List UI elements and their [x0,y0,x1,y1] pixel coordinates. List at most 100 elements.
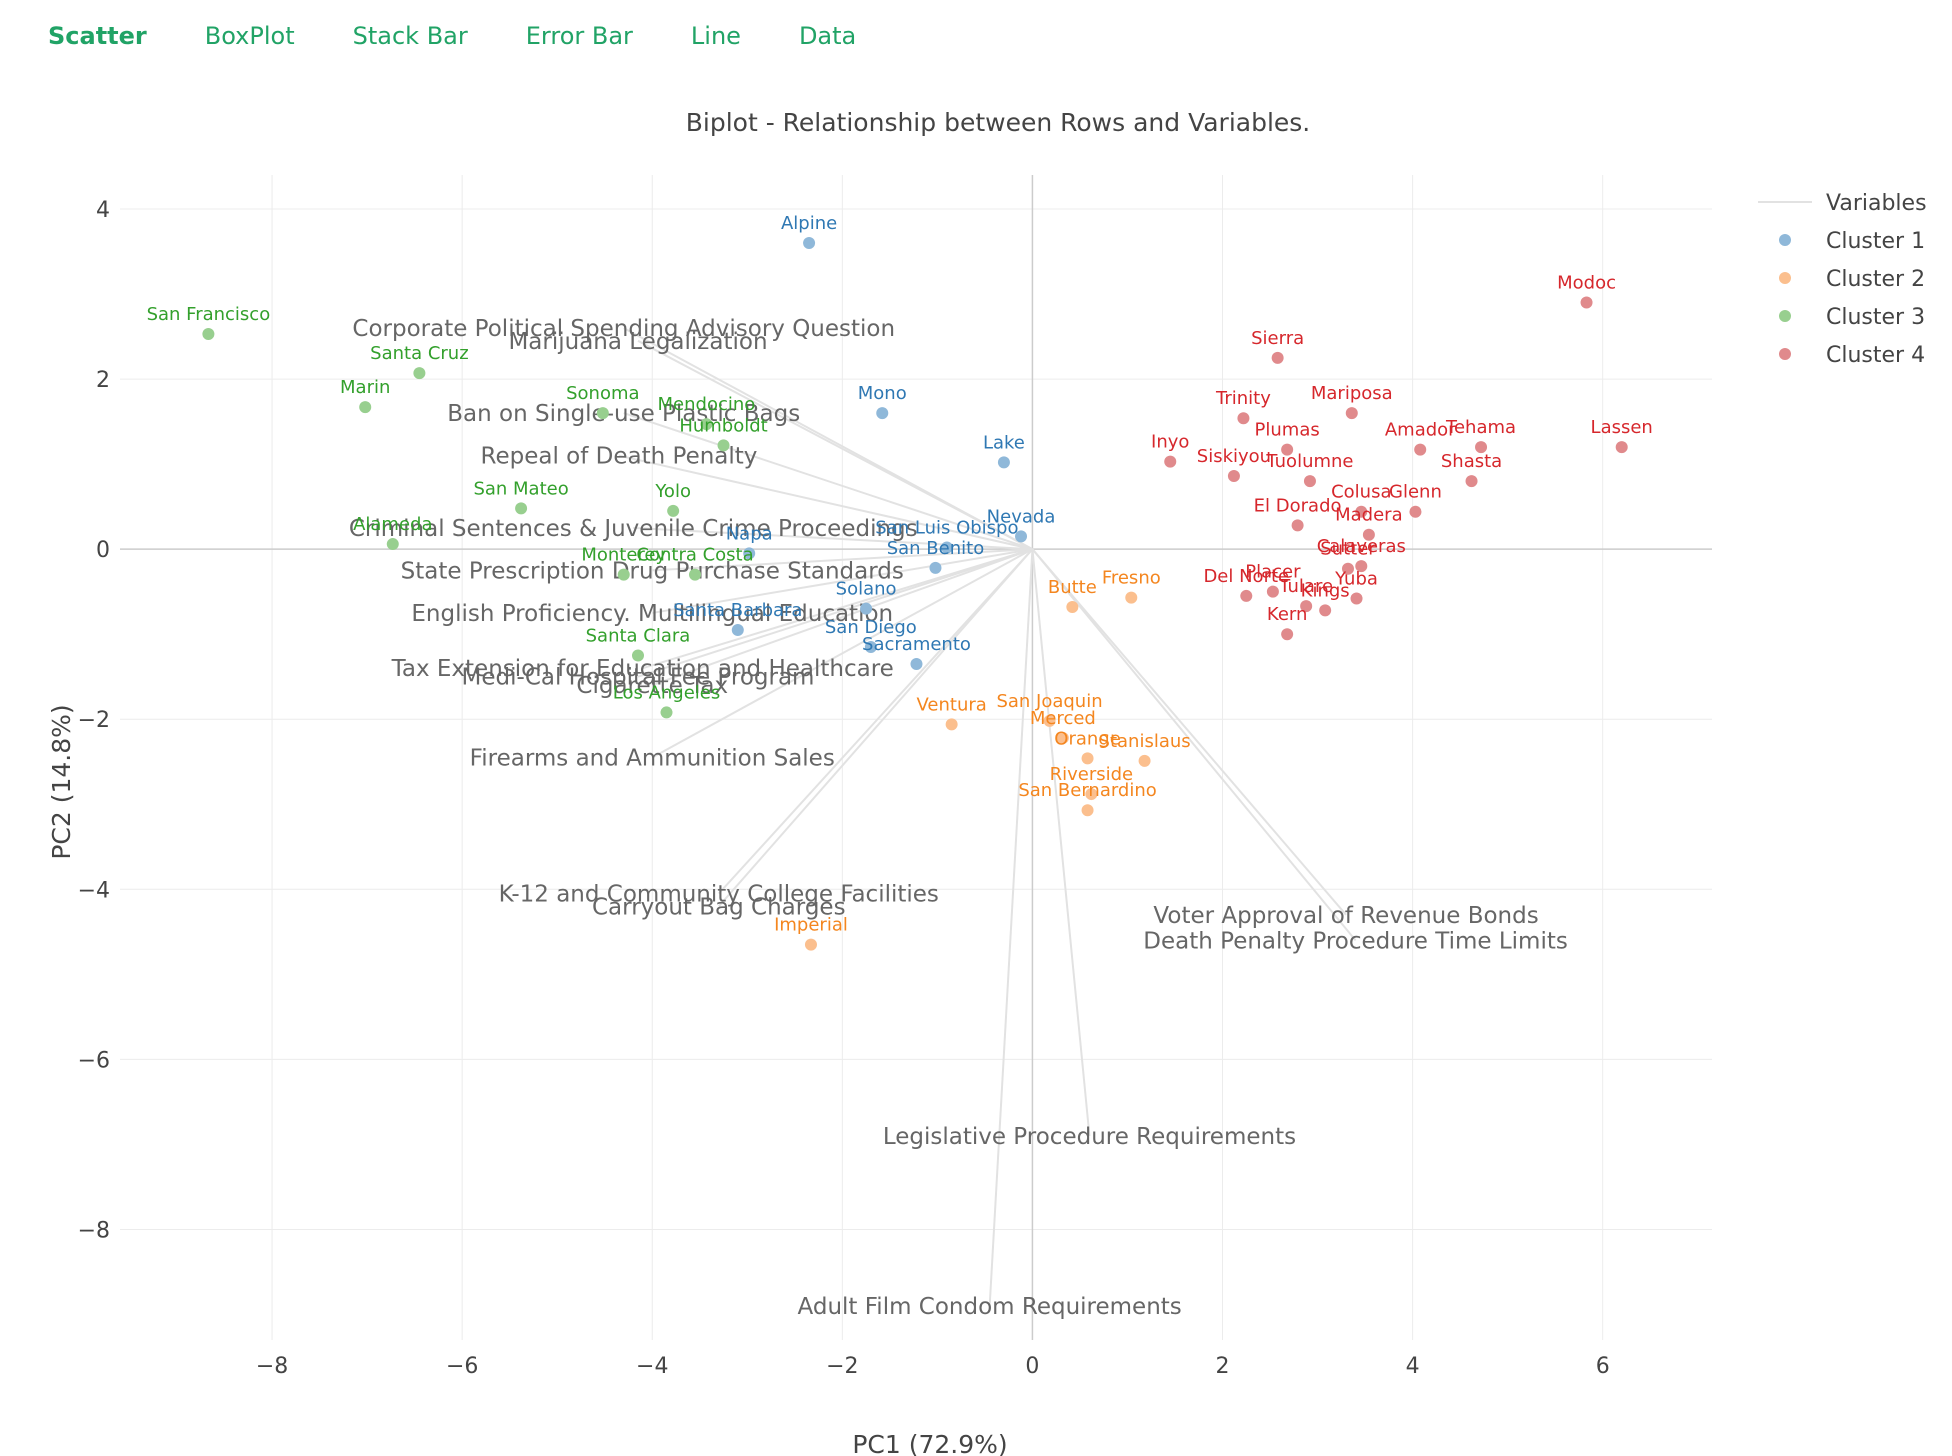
tab-boxplot[interactable]: BoxPlot [204,22,295,50]
cluster-point [1138,754,1151,767]
chart-type-tabs: Scatter BoxPlot Stack Bar Error Bar Line… [48,16,914,56]
cluster-point [1465,475,1478,488]
variable-vector-line [1031,548,1357,941]
cluster-point [631,649,644,662]
point-label: Kings [1301,580,1350,601]
variable-vector-line [652,548,1033,572]
point-label: Merced [1030,708,1096,729]
cluster-point [804,938,817,951]
cluster-point [1475,441,1488,454]
point-label: Contra Costa [636,545,753,566]
point-label: Humboldt [679,415,767,436]
legend-label: Cluster 3 [1826,305,1925,330]
point-label: Plumas [1255,420,1320,441]
cluster-point [386,538,399,551]
cluster-point [596,407,609,420]
variable-vector-label: Ban on Single-use Plastic Bags [447,401,800,427]
variable-vector-label: Tax Extension for Education and Healthca… [391,656,894,682]
cluster-point [717,439,730,452]
axes: −8 −6 −4 −2 0 2 4 6 4 2 0 −2 −4 −6 −8 [78,198,1610,1379]
cluster-point [1066,600,1079,613]
point-label: Modoc [1557,273,1616,294]
point-label: Mariposa [1311,383,1393,404]
cluster-point [1281,628,1294,641]
point-label: San Benito [887,538,985,559]
cluster-point [1300,600,1313,613]
x-tick-label: 4 [1406,1354,1420,1379]
point-label: Sutter [1320,539,1376,560]
point-label: Inyo [1151,432,1189,453]
variable-vector-label: Adult Film Condom Requirements [798,1294,1182,1320]
cluster-point [1303,475,1316,488]
variable-vector-label: Cigarette Tax [576,673,728,699]
point-label: Amador [1385,420,1456,441]
point-label: San Francisco [147,304,271,325]
cluster-point [413,367,426,380]
cluster-point [1355,560,1368,573]
cluster-point [743,547,756,560]
variable-vector-label: Repeal of Death Penalty [481,444,758,470]
variable-vector-label: Corporate Political Spending Advisory Qu… [352,316,895,342]
point-label: Madera [1335,505,1403,526]
cluster-point [1341,562,1354,575]
point-label: Shasta [1441,451,1502,472]
cluster-point [667,504,680,517]
variable-vector-label: Medi-Cal Hospital Fee Program [462,665,815,691]
variable-vector-label: Death Penalty Procedure Time Limits [1143,928,1568,954]
x-tick-label: 2 [1216,1354,1230,1379]
variable-vector-label: State Prescription Drug Purchase Standar… [401,558,904,584]
grid [120,175,1712,1340]
cluster-point [700,418,713,431]
point-label: Placer [1245,562,1301,583]
point-label: Tuolumne [1265,451,1353,472]
point-label: Yolo [654,481,691,502]
variable-vector-line [618,454,1033,551]
point-label: Sacramento [862,634,971,655]
tab-scatter[interactable]: Scatter [48,22,147,50]
variable-vector-line [651,548,1033,759]
cluster-point [1125,591,1138,604]
point-label: Monterey [581,545,666,566]
cluster-point [1015,530,1028,543]
cluster-point [660,706,673,719]
legend-label: Cluster 2 [1826,267,1925,292]
point-label: Colusa [1331,482,1391,503]
point-label: San Bernardino [1018,780,1156,801]
cluster-point [940,541,953,554]
x-tick-label: −2 [826,1354,858,1379]
cluster-point [359,401,372,414]
point-label: El Dorado [1254,495,1342,516]
tab-line[interactable]: Line [690,22,741,50]
cluster-point [1085,788,1098,801]
x-tick-label: −4 [636,1354,668,1379]
variable-vector-line [718,548,1034,895]
x-tick-label: −8 [256,1354,288,1379]
point-label: Trinity [1215,388,1271,409]
variable-vector-line [633,526,1033,551]
legend-cluster-swatch [1779,348,1791,360]
chart-title: Biplot - Relationship between Rows and V… [686,108,1311,137]
point-label: Lake [983,432,1025,453]
y-tick-label: −2 [78,708,110,733]
cluster-point [997,456,1010,469]
cluster-point [1345,407,1358,420]
point-label: Alameda [353,514,432,535]
cluster-point [1043,714,1056,727]
point-label: Glenn [1389,482,1442,503]
variable-vector-line [651,548,1033,687]
variable-vector-label: Marijuana Legalization [508,329,767,355]
point-label: Solano [836,579,897,600]
point-label: Nevada [987,506,1056,527]
tab-data[interactable]: Data [798,22,857,50]
point-label: Tehama [1445,417,1516,438]
cluster-point [1271,351,1284,364]
tab-error-bar[interactable]: Error Bar [525,22,633,50]
point-label: Lassen [1591,417,1653,438]
tab-stack-bar[interactable]: Stack Bar [352,22,468,50]
point-label: Orange [1054,728,1121,749]
cluster-point [1056,731,1069,744]
point-label: Napa [726,523,773,544]
cluster-point [689,568,702,581]
cluster-point [1164,455,1177,468]
